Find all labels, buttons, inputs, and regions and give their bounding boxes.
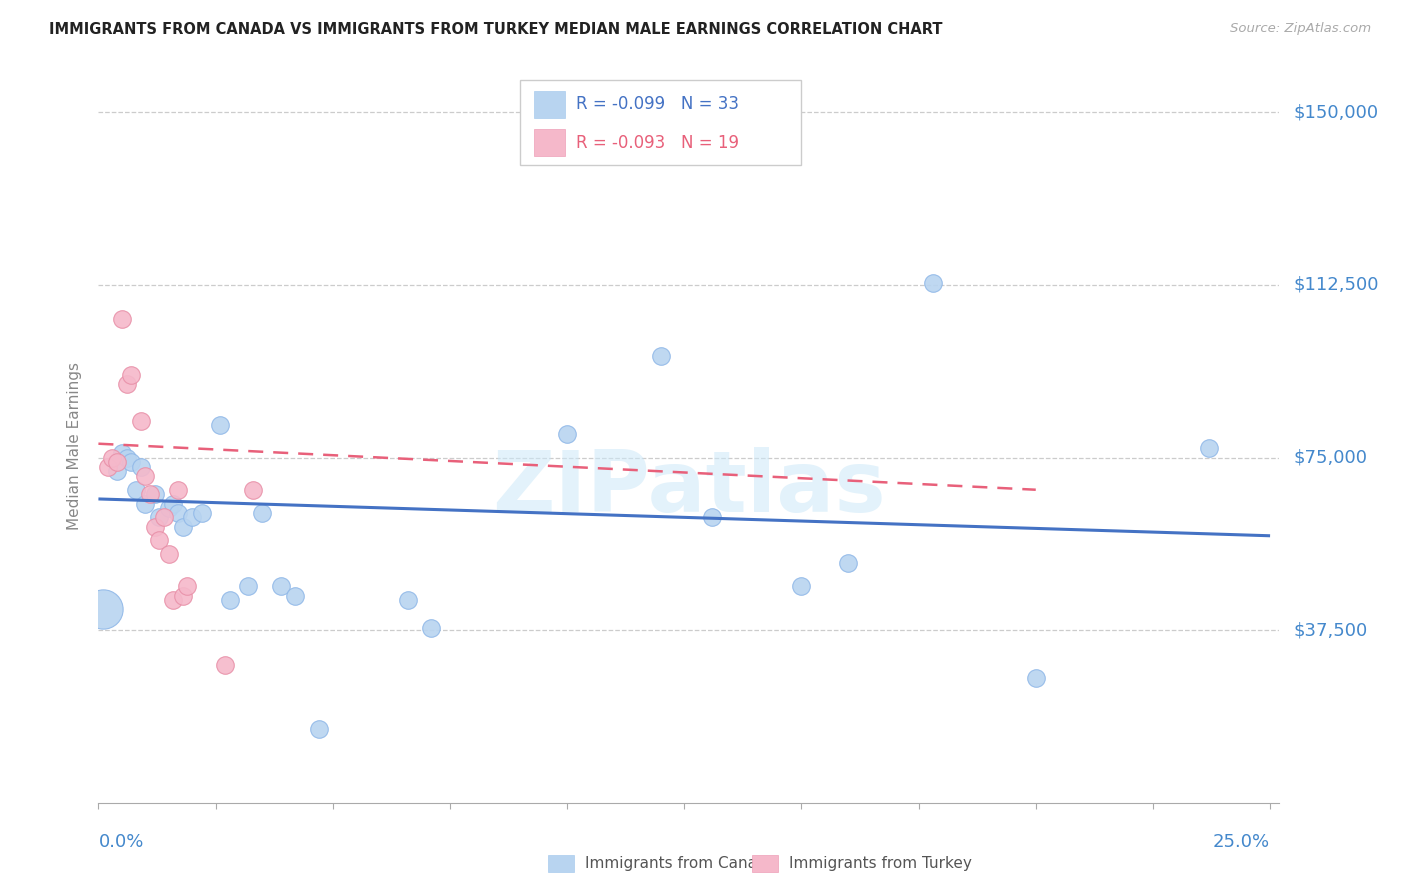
Point bbox=[921, 276, 943, 290]
Point bbox=[148, 533, 170, 548]
Point bbox=[129, 459, 152, 474]
Point bbox=[167, 506, 190, 520]
Point bbox=[134, 469, 156, 483]
Point bbox=[157, 547, 180, 561]
Point bbox=[181, 510, 204, 524]
Point bbox=[134, 497, 156, 511]
Point bbox=[218, 593, 240, 607]
Point bbox=[167, 483, 190, 497]
Point bbox=[209, 418, 232, 433]
Point bbox=[555, 427, 578, 442]
Point bbox=[702, 510, 724, 524]
Point bbox=[143, 519, 166, 533]
Text: $37,500: $37,500 bbox=[1294, 621, 1368, 640]
Text: IMMIGRANTS FROM CANADA VS IMMIGRANTS FROM TURKEY MEDIAN MALE EARNINGS CORRELATIO: IMMIGRANTS FROM CANADA VS IMMIGRANTS FRO… bbox=[49, 22, 942, 37]
Point bbox=[162, 593, 184, 607]
Point bbox=[284, 589, 307, 603]
Point bbox=[120, 455, 142, 469]
Text: $75,000: $75,000 bbox=[1294, 449, 1368, 467]
Point bbox=[105, 455, 128, 469]
Text: $150,000: $150,000 bbox=[1294, 103, 1378, 121]
Point bbox=[115, 450, 138, 465]
Point bbox=[105, 464, 128, 478]
Text: Immigrants from Canada: Immigrants from Canada bbox=[585, 856, 776, 871]
Point bbox=[176, 579, 198, 593]
Point bbox=[125, 483, 148, 497]
Point bbox=[115, 376, 138, 391]
Point bbox=[396, 593, 419, 607]
Point bbox=[129, 414, 152, 428]
Point bbox=[790, 579, 813, 593]
Point bbox=[837, 557, 859, 571]
Point bbox=[97, 459, 120, 474]
Point bbox=[120, 368, 142, 382]
Point bbox=[420, 621, 443, 635]
Text: R = -0.093   N = 19: R = -0.093 N = 19 bbox=[576, 134, 740, 152]
Point bbox=[157, 501, 180, 516]
Point bbox=[172, 589, 194, 603]
Y-axis label: Median Male Earnings: Median Male Earnings bbox=[67, 362, 83, 530]
Point bbox=[111, 446, 134, 460]
Point bbox=[162, 497, 184, 511]
Point bbox=[650, 349, 672, 363]
Point bbox=[172, 519, 194, 533]
Point bbox=[238, 579, 260, 593]
Point bbox=[101, 450, 124, 465]
Point bbox=[190, 506, 212, 520]
Point bbox=[143, 487, 166, 501]
Text: R = -0.099   N = 33: R = -0.099 N = 33 bbox=[576, 95, 740, 113]
Text: 0.0%: 0.0% bbox=[98, 833, 143, 851]
Point bbox=[153, 510, 176, 524]
Point bbox=[111, 312, 134, 326]
Point bbox=[242, 483, 264, 497]
Point bbox=[252, 506, 274, 520]
Point bbox=[148, 510, 170, 524]
Text: Immigrants from Turkey: Immigrants from Turkey bbox=[789, 856, 972, 871]
Point bbox=[139, 487, 162, 501]
Text: Source: ZipAtlas.com: Source: ZipAtlas.com bbox=[1230, 22, 1371, 36]
Point bbox=[270, 579, 292, 593]
Point bbox=[1025, 672, 1047, 686]
Text: 25.0%: 25.0% bbox=[1213, 833, 1270, 851]
Text: $112,500: $112,500 bbox=[1294, 276, 1379, 293]
Point bbox=[1198, 442, 1220, 456]
Text: ZIPatlas: ZIPatlas bbox=[492, 447, 886, 531]
Point bbox=[214, 657, 236, 672]
Point bbox=[91, 602, 114, 616]
Point bbox=[308, 722, 330, 736]
